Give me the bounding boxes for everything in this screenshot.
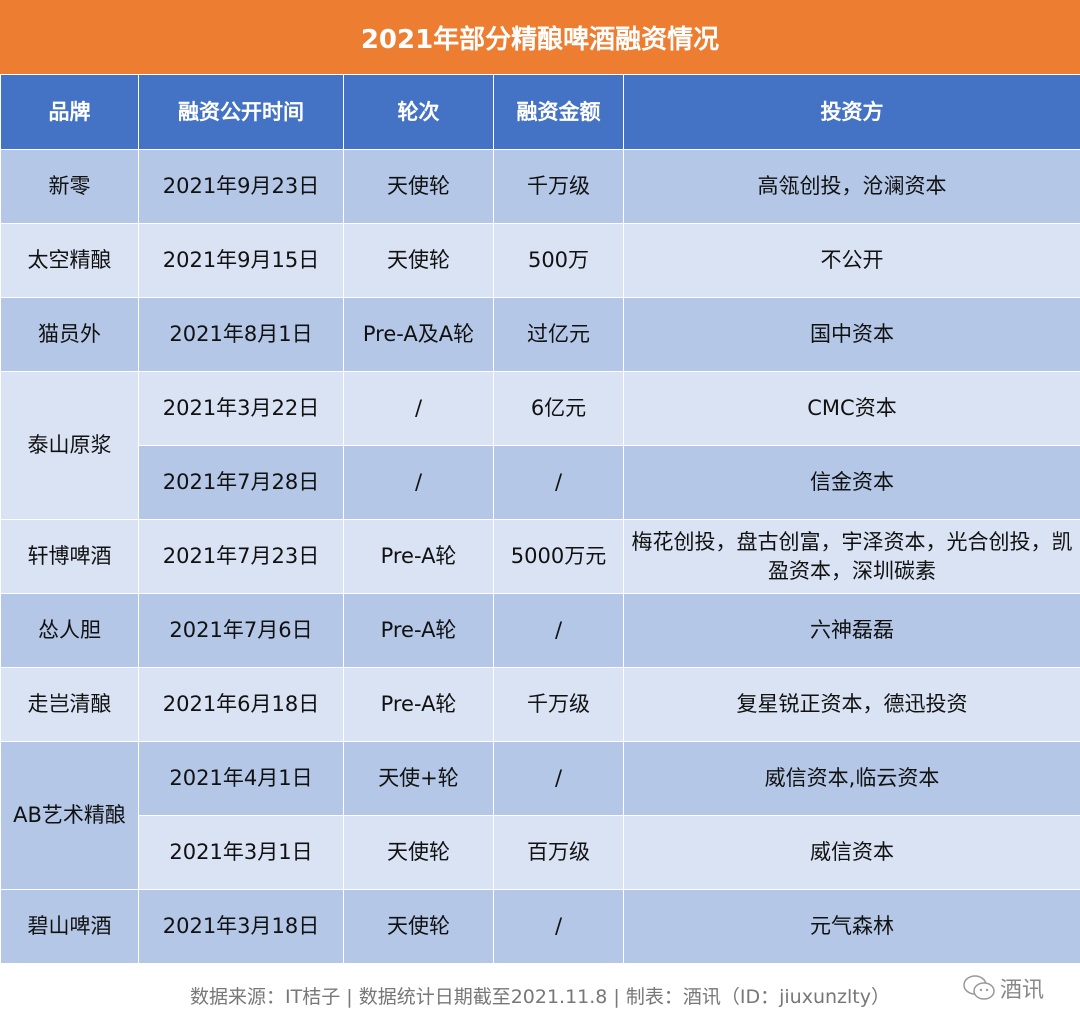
- cell-date: 2021年9月23日: [138, 149, 344, 224]
- table-row: 2021年3月1日 天使轮 百万级 威信资本: [1, 815, 1080, 890]
- header-brand: 品牌: [0, 74, 139, 150]
- cell-date: 2021年9月15日: [138, 223, 344, 298]
- table-row: 新零 2021年9月23日 天使轮 千万级 高瓴创投，沧澜资本: [0, 149, 1080, 224]
- cell-date: 2021年7月6日: [138, 593, 344, 668]
- cell-brand: 新零: [0, 149, 139, 224]
- cell-round: Pre-A及A轮: [343, 297, 494, 372]
- table-row: AB艺术精酿 2021年4月1日 天使+轮 / 威信资本,临云资本: [0, 741, 1080, 890]
- logo-text: 酒讯: [999, 978, 1044, 1003]
- cell-date: 2021年6月18日: [138, 667, 344, 742]
- cell-amount: 百万级: [493, 815, 624, 890]
- header-amount: 融资金额: [493, 74, 624, 150]
- cell-brand: 太空精酿: [0, 223, 139, 298]
- table-row: 轩博啤酒 2021年7月23日 Pre-A轮 5000万元 梅花创投，盘古创富，宇泽资本…: [0, 519, 1080, 594]
- cell-brand: 猫员外: [0, 297, 139, 372]
- cell-round: /: [343, 371, 494, 446]
- table-row: 怂人胆 2021年7月6日 Pre-A轮 / 六神磊磊: [0, 593, 1080, 668]
- cell-brand: 怂人胆: [0, 593, 139, 668]
- header-investors: 投资方: [623, 74, 1080, 150]
- cell-date: 2021年3月22日: [138, 371, 344, 446]
- cell-brand: 轩博啤酒: [0, 519, 139, 594]
- header-round: 轮次: [343, 74, 494, 150]
- cell-amount: 500万: [493, 223, 624, 298]
- cell-investors: CMC资本: [623, 371, 1080, 446]
- cell-amount: /: [493, 593, 624, 668]
- cell-brand: 泰山原浆: [0, 371, 139, 520]
- cell-date: 2021年3月1日: [138, 815, 344, 890]
- cell-amount: /: [493, 741, 624, 816]
- cell-investors: 不公开: [623, 223, 1080, 298]
- cell-round: Pre-A轮: [343, 667, 494, 742]
- table-row: 2021年7月28日 / / 信金资本: [1, 445, 1080, 520]
- cell-amount: /: [493, 889, 624, 964]
- cell-amount: 千万级: [493, 149, 624, 224]
- cell-round: 天使轮: [343, 223, 494, 298]
- cell-brand: 碧山啤酒: [0, 889, 139, 964]
- cell-investors: 梅花创投，盘古创富，宇泽资本，光合创投，凯盈资本，深圳碳素: [623, 519, 1080, 594]
- table-row: 太空精酿 2021年9月15日 天使轮 500万 不公开: [0, 223, 1080, 298]
- table-row: 猫员外 2021年8月1日 Pre-A及A轮 过亿元 国中资本: [0, 297, 1080, 372]
- footer: 数据来源：IT桔子 | 数据统计日期截至2021.11.8 | 制表：酒讯（ID…: [0, 964, 1080, 1027]
- cell-investors: 高瓴创投，沧澜资本: [623, 149, 1080, 224]
- cell-round: 天使轮: [343, 889, 494, 964]
- cell-amount: 5000万元: [493, 519, 624, 594]
- cell-round: 天使+轮: [343, 741, 494, 816]
- cell-round: Pre-A轮: [343, 519, 494, 594]
- cell-round: 天使轮: [343, 149, 494, 224]
- cell-round: /: [343, 445, 494, 520]
- cell-round: Pre-A轮: [343, 593, 494, 668]
- source-note: 数据来源：IT桔子 | 数据统计日期截至2021.11.8 | 制表：酒讯（ID…: [190, 986, 890, 1008]
- table-title: 2021年部分精酿啤酒融资情况: [0, 0, 1080, 74]
- cell-investors: 威信资本: [623, 815, 1080, 890]
- cell-brand: AB艺术精酿: [0, 741, 139, 890]
- cell-investors: 元气森林: [623, 889, 1080, 964]
- cell-investors: 六神磊磊: [623, 593, 1080, 668]
- cell-brand: 走岂清酿: [0, 667, 139, 742]
- logo: 酒讯: [962, 972, 1044, 1004]
- header-date: 融资公开时间: [138, 74, 344, 150]
- table-row: 碧山啤酒 2021年3月18日 天使轮 / 元气森林: [0, 889, 1080, 964]
- wechat-icon: [963, 975, 995, 1000]
- cell-date: 2021年7月23日: [138, 519, 344, 594]
- cell-date: 2021年3月18日: [138, 889, 344, 964]
- header-row: 品牌 融资公开时间 轮次 融资金额 投资方: [0, 74, 1080, 150]
- cell-amount: 6亿元: [493, 371, 624, 446]
- cell-date: 2021年4月1日: [138, 741, 344, 816]
- cell-amount: 千万级: [493, 667, 624, 742]
- cell-investors: 复星锐正资本，德迅投资: [623, 667, 1080, 742]
- cell-amount: /: [493, 445, 624, 520]
- table-row: 走岂清酿 2021年6月18日 Pre-A轮 千万级 复星锐正资本，德迅投资: [0, 667, 1080, 742]
- cell-date: 2021年7月28日: [138, 445, 344, 520]
- cell-investors: 信金资本: [623, 445, 1080, 520]
- cell-date: 2021年8月1日: [138, 297, 344, 372]
- table-row: 泰山原浆 2021年3月22日/6亿元 CMC资本: [0, 371, 1080, 520]
- cell-investors: 威信资本,临云资本: [623, 741, 1080, 816]
- financing-table: 品牌 融资公开时间 轮次 融资金额 投资方 新零 2021年9月23日 天使轮 千万级…: [0, 74, 1080, 964]
- cell-round: 天使轮: [343, 815, 494, 890]
- cell-amount: 过亿元: [493, 297, 624, 372]
- cell-investors: 国中资本: [623, 297, 1080, 372]
